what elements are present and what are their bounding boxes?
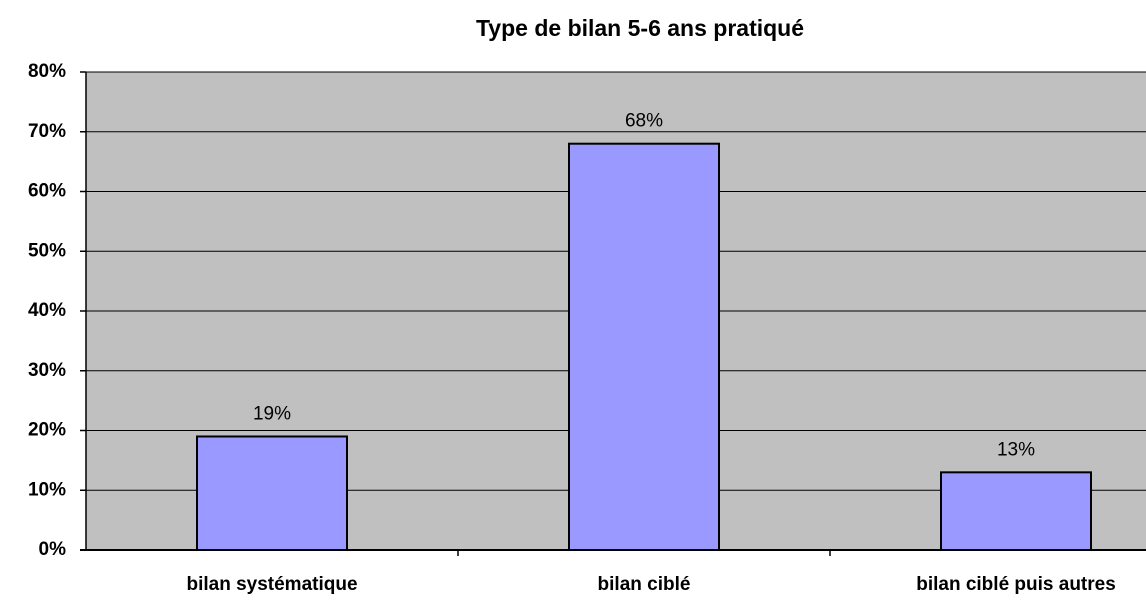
bar xyxy=(196,435,348,552)
x-tick-label: bilan ciblé xyxy=(598,574,691,595)
y-tick-label: 20% xyxy=(28,420,66,441)
chart-title: Type de bilan 5-6 ans pratiqué xyxy=(476,15,804,41)
bar xyxy=(568,142,720,551)
y-tick-label: 80% xyxy=(28,61,66,82)
value-label: 13% xyxy=(997,439,1035,460)
x-tick-label: bilan ciblé puis autres xyxy=(916,574,1116,595)
bar xyxy=(940,471,1092,552)
x-tick-label: bilan systématique xyxy=(186,574,357,595)
y-tick-label: 60% xyxy=(28,181,66,202)
y-tick-label: 30% xyxy=(28,360,66,381)
y-tick-label: 10% xyxy=(28,479,66,500)
y-tick-label: 40% xyxy=(28,300,66,321)
y-tick-label: 0% xyxy=(39,539,67,560)
value-label: 68% xyxy=(625,111,663,132)
y-tick-label: 70% xyxy=(28,121,66,142)
y-tick-label: 50% xyxy=(28,240,66,261)
value-label: 19% xyxy=(253,403,291,424)
